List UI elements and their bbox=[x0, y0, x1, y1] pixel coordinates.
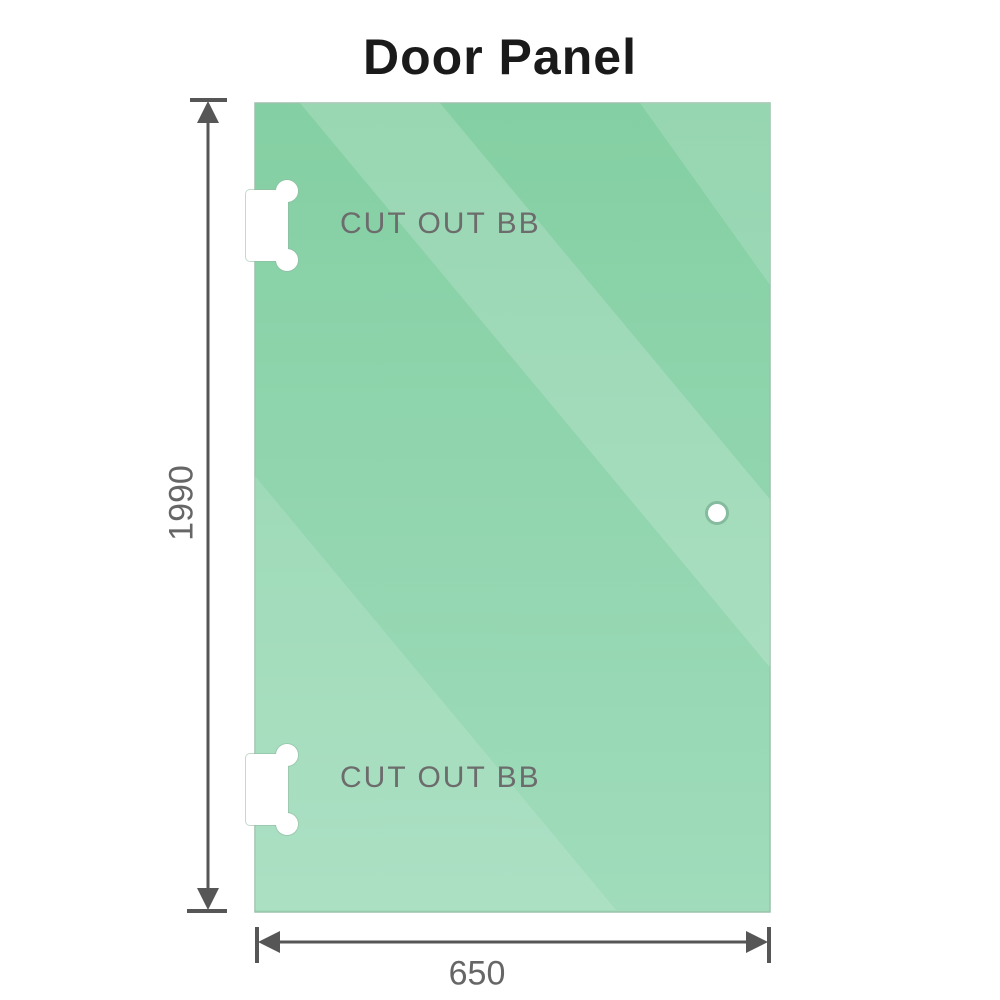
reflection-stripe bbox=[640, 103, 770, 285]
bottom-cutout bbox=[245, 743, 299, 836]
page-title: Door Panel bbox=[363, 29, 637, 85]
arrow-right-icon bbox=[746, 931, 768, 953]
arrow-left-icon bbox=[258, 931, 280, 953]
handle-hole bbox=[705, 501, 729, 525]
height-dimension-line bbox=[187, 98, 227, 913]
height-dimension-label: 1990 bbox=[162, 465, 201, 541]
arrow-up-icon bbox=[197, 101, 219, 123]
reflection-stripe bbox=[255, 476, 616, 910]
top-cutout bbox=[245, 179, 299, 272]
width-dimension-label: 650 bbox=[448, 954, 506, 993]
cutout-label-bottom: CUT OUT BB bbox=[340, 761, 541, 794]
arrow-down-icon bbox=[197, 888, 219, 910]
width-dimension-line bbox=[255, 927, 771, 963]
reflection-stripe bbox=[300, 103, 770, 668]
cutout-label-top: CUT OUT BB bbox=[340, 207, 541, 240]
glass-reflections bbox=[255, 103, 770, 910]
glass-panel bbox=[254, 102, 771, 913]
